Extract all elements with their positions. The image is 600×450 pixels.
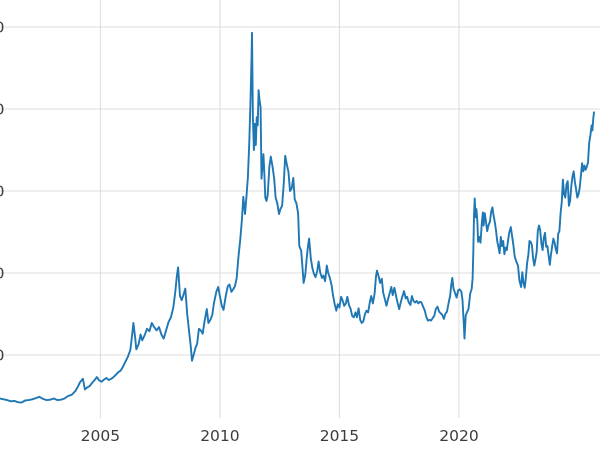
y-tick-label-cropped-50: 50 [0, 19, 5, 37]
x-tick-label-2010: 2010 [200, 427, 239, 445]
price-series-line [0, 31, 595, 404]
y-tick-label-cropped-30: 30 [0, 183, 5, 201]
y-tick-label-cropped-10: 10 [0, 347, 5, 365]
y-tick-label-cropped-20: 20 [0, 265, 5, 283]
x-tick-label-2015: 2015 [320, 427, 359, 445]
x-tick-label-2020: 2020 [439, 427, 478, 445]
y-tick-label-cropped-40: 40 [0, 101, 5, 119]
x-tick-label-2005: 2005 [81, 427, 120, 445]
